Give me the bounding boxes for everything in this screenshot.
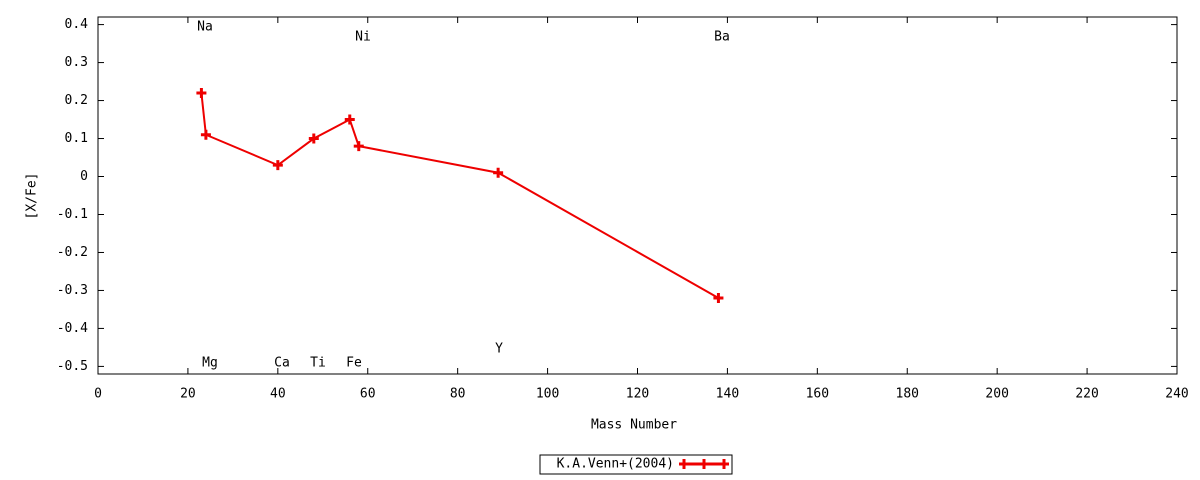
element-label: Ba	[714, 30, 730, 45]
x-tick-label: 60	[360, 387, 376, 402]
y-tick-label: 0	[80, 169, 88, 184]
x-tick-label: 240	[1165, 387, 1188, 402]
legend-marker	[699, 459, 709, 469]
plot-frame	[97, 16, 1178, 375]
x-tick-label: 80	[450, 387, 466, 402]
x-tick-label: 0	[94, 387, 102, 402]
element-label: Ca	[274, 356, 290, 371]
element-label: Ni	[355, 30, 371, 45]
element-label: Fe	[346, 356, 362, 371]
data-point	[344, 114, 355, 125]
legend-label: K.A.Venn+(2004)	[557, 457, 674, 472]
legend-marker	[719, 459, 729, 469]
x-tick-label: 140	[716, 387, 739, 402]
y-tick-label: 0.4	[65, 17, 89, 32]
y-tick-label: 0.3	[65, 55, 88, 70]
x-tick-label: 180	[896, 387, 919, 402]
legend-box	[539, 454, 733, 475]
y-tick-label: -0.5	[57, 359, 88, 374]
x-tick-label: 160	[806, 387, 829, 402]
data-point	[272, 160, 283, 171]
x-tick-label: 200	[985, 387, 1008, 402]
x-tick-label: 100	[536, 387, 559, 402]
element-label: Mg	[202, 356, 218, 371]
data-point	[493, 167, 504, 178]
legend-marker	[679, 459, 689, 469]
y-tick-label: -0.4	[57, 321, 88, 336]
data-point	[713, 293, 724, 304]
x-tick-label: 120	[626, 387, 649, 402]
series-line	[200, 92, 719, 299]
y-tick-label: -0.3	[57, 283, 88, 298]
element-label: Ti	[310, 356, 326, 371]
data-point	[196, 87, 207, 98]
y-tick-label: -0.2	[57, 245, 88, 260]
y-tick-label: -0.1	[57, 207, 88, 222]
y-tick-label: 0.2	[65, 93, 88, 108]
x-tick-label: 40	[270, 387, 286, 402]
element-label: Na	[197, 20, 213, 35]
data-point	[200, 129, 211, 140]
data-point	[308, 133, 319, 144]
y-axis-label: [X/Fe]	[25, 173, 40, 220]
x-tick-label: 220	[1075, 387, 1098, 402]
x-tick-label: 20	[180, 387, 196, 402]
x-axis-label: Mass Number	[591, 418, 677, 433]
element-label: Y	[495, 342, 503, 357]
data-point	[353, 141, 364, 152]
y-tick-label: 0.1	[65, 131, 88, 146]
